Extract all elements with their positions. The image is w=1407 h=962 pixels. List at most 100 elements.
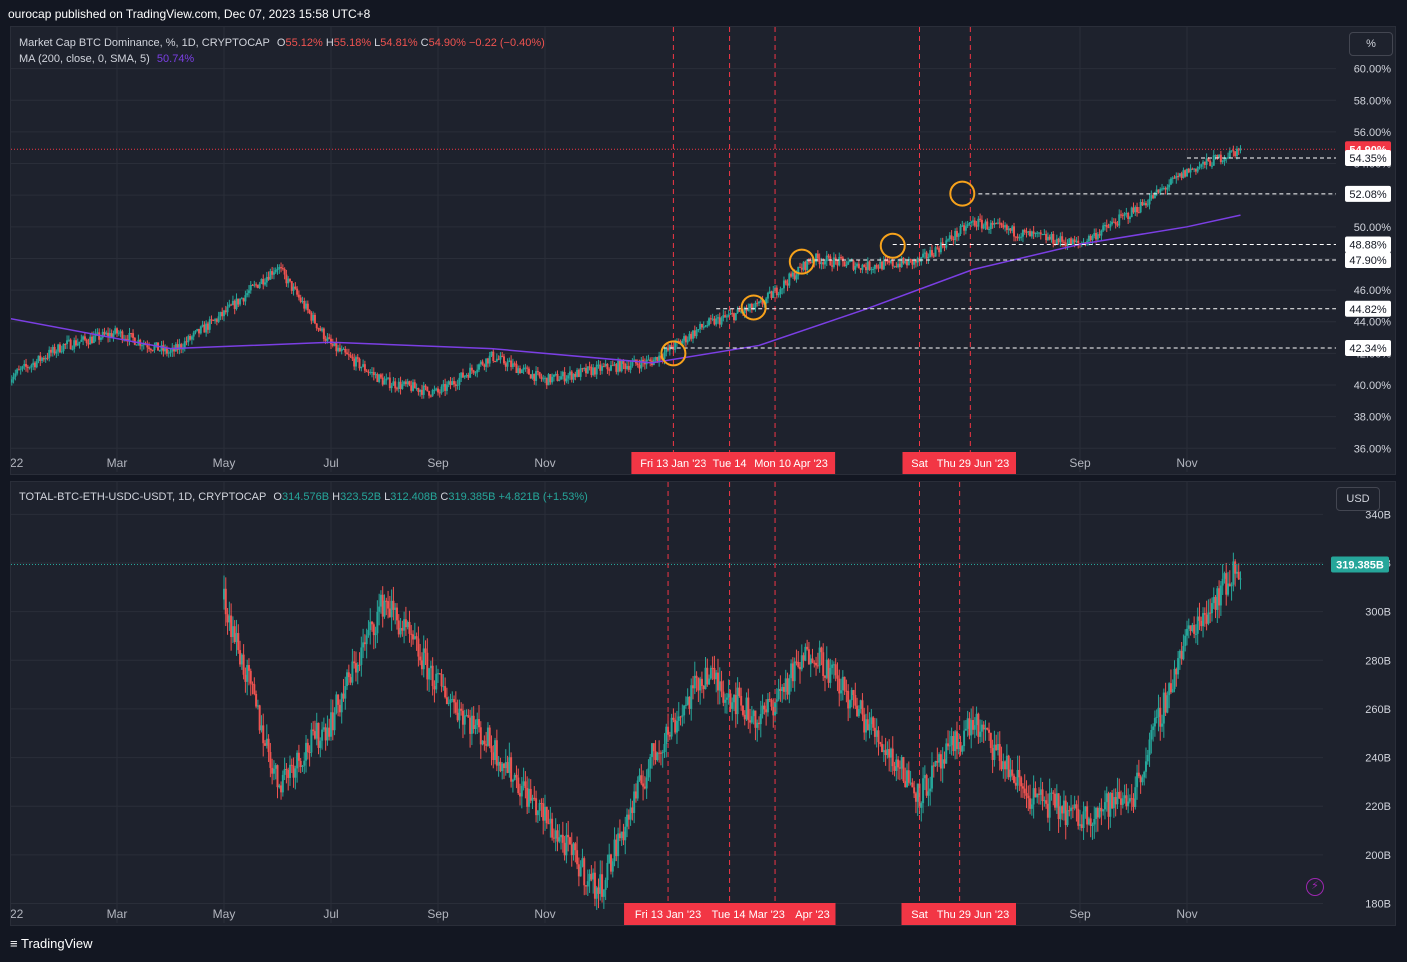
candle-body: [392, 600, 395, 610]
candle-body: [1139, 776, 1142, 783]
candle-body: [1175, 668, 1178, 675]
candle-body: [964, 728, 967, 731]
candle-body: [319, 740, 322, 748]
candle-body: [947, 239, 950, 241]
candle-body: [381, 594, 384, 617]
candle-body: [832, 664, 835, 666]
candle-body: [813, 662, 816, 664]
candle-body: [297, 294, 300, 298]
candle-body: [369, 372, 372, 374]
candle-body: [283, 768, 286, 775]
candle-body: [381, 377, 384, 385]
candle-body: [1057, 793, 1060, 820]
candle-body: [963, 225, 966, 231]
x-tick-label: Sep: [1069, 907, 1091, 921]
candle-body: [877, 730, 880, 743]
candle-body: [768, 291, 771, 293]
candle-body: [989, 222, 992, 230]
candle-body: [786, 678, 789, 695]
legend-high-label: H: [332, 491, 341, 503]
candle-body: [351, 661, 354, 683]
candle-body: [531, 373, 534, 379]
candle-body: [568, 371, 571, 376]
candle-body: [875, 730, 878, 737]
tradingview-footer[interactable]: ≡ TradingView: [10, 936, 93, 951]
candle-body: [749, 720, 752, 723]
candle-body: [1071, 239, 1074, 245]
candle-body: [1150, 730, 1153, 740]
candle-body: [433, 389, 436, 391]
candle-body: [820, 647, 823, 653]
candle-body: [1041, 234, 1044, 236]
candle-body: [763, 705, 766, 710]
y-tick-label: 40.00%: [1354, 380, 1392, 392]
candle-body: [272, 272, 275, 275]
candle-body: [865, 266, 867, 271]
btc-dominance-pane[interactable]: 36.00%38.00%40.00%42.00%44.00%46.00%48.0…: [10, 26, 1396, 475]
altcoin-market-cap-pane[interactable]: 180B200B220B240B260B280B300B320B340B2022…: [10, 481, 1396, 926]
candle-body: [709, 318, 712, 320]
candle-body: [1080, 824, 1083, 828]
candle-body: [142, 343, 145, 346]
candle-body: [822, 652, 825, 677]
btc-dominance-chart[interactable]: 36.00%38.00%40.00%42.00%44.00%46.00%48.0…: [11, 27, 1396, 475]
candle-body: [287, 278, 290, 284]
candle-body: [1114, 222, 1117, 225]
candle-body: [1162, 692, 1165, 724]
usd-scale-button[interactable]: USD: [1336, 487, 1380, 511]
candle-body: [840, 690, 843, 694]
candle-body: [463, 715, 466, 725]
last-price-badge: [1331, 556, 1389, 573]
candle-body: [856, 263, 859, 267]
candle-body: [604, 880, 607, 890]
candle-body: [422, 648, 425, 670]
candle-body: [552, 374, 555, 377]
candle-body: [806, 259, 809, 271]
candle-body: [253, 684, 256, 694]
candle-body: [1178, 173, 1181, 177]
candle-body: [108, 333, 111, 337]
candle-body: [212, 319, 215, 321]
candle-body: [1054, 793, 1057, 808]
candle-body: [162, 345, 165, 352]
candle-body: [385, 600, 388, 602]
candle-body: [1146, 204, 1149, 206]
candle-body: [922, 253, 925, 258]
candle-body: [390, 600, 393, 618]
y-tick-label: 44.00%: [1354, 317, 1392, 329]
candle-body: [312, 729, 315, 732]
candle-body: [1164, 692, 1167, 713]
candle-body: [1161, 723, 1164, 727]
candle-body: [697, 677, 700, 691]
price-level-label: 54.35%: [1349, 153, 1387, 165]
candle-body: [586, 881, 589, 887]
candle-body: [522, 781, 525, 786]
candle-body: [545, 806, 548, 824]
altcoin-market-cap-chart[interactable]: 180B200B220B240B260B280B300B320B340B2022…: [11, 482, 1396, 926]
percent-scale-button[interactable]: %: [1349, 32, 1393, 56]
lightning-icon[interactable]: ⚡: [1306, 878, 1324, 896]
candle-body: [1077, 808, 1080, 826]
candle-body: [866, 261, 869, 271]
candle-body: [868, 261, 871, 270]
candle-body: [470, 367, 473, 371]
candle-body: [592, 367, 595, 375]
candle-body: [490, 746, 493, 753]
date-marker-badge: [631, 452, 716, 474]
price-level-badge: [1345, 300, 1391, 317]
candle-body: [1032, 788, 1035, 805]
candle-body: [408, 621, 411, 634]
candle-body: [766, 698, 769, 713]
candle-body: [1169, 683, 1172, 693]
candle-body: [920, 803, 923, 808]
candle-body: [854, 266, 857, 270]
candle-body: [449, 381, 452, 386]
candle-body: [37, 355, 40, 362]
candle-body: [743, 714, 746, 720]
candle-body: [35, 361, 38, 368]
candle-body: [1150, 195, 1153, 199]
candle-body: [1134, 787, 1137, 807]
candle-body: [435, 388, 438, 390]
candle-body: [875, 264, 878, 268]
candle-body: [993, 744, 996, 760]
